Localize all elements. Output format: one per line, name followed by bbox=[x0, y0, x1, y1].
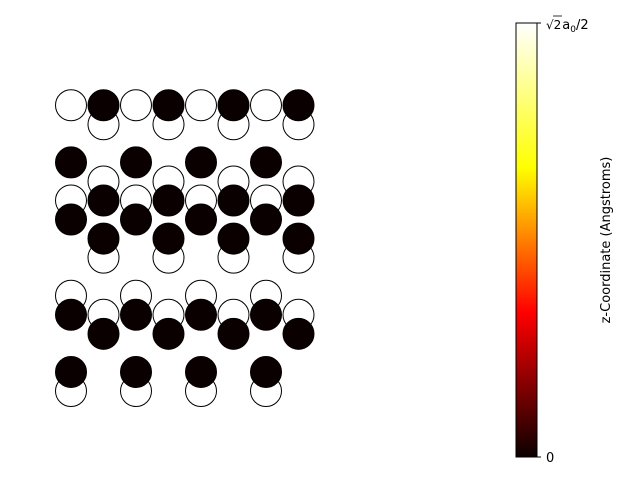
colorbar-max-sqrt: √2 bbox=[546, 18, 561, 32]
atom-bottom-layer-15 bbox=[250, 146, 282, 179]
atom-bottom-layer-11 bbox=[250, 203, 282, 236]
colorbar-max-a: a bbox=[562, 18, 570, 33]
atom-bottom-layer-29 bbox=[152, 89, 185, 122]
atom-bottom-layer-4 bbox=[55, 298, 87, 331]
atom-bottom-layer-27 bbox=[282, 184, 315, 217]
atom-bottom-layer-24 bbox=[87, 184, 120, 217]
atom-bottom-layer-10 bbox=[185, 203, 217, 236]
atom-bottom-layer-5 bbox=[120, 298, 152, 331]
atom-bottom-layer-22 bbox=[217, 222, 250, 255]
colorbar-min-label: 0 bbox=[546, 451, 554, 466]
atom-bottom-layer-28 bbox=[87, 89, 120, 122]
atom-markers bbox=[55, 89, 315, 407]
atom-top-layer-13 bbox=[120, 89, 152, 122]
atom-bottom-layer-1 bbox=[120, 355, 152, 388]
atom-bottom-layer-8 bbox=[55, 203, 87, 236]
colorbar: √2a0/2 0 z-Coordinate (Angstroms) bbox=[515, 15, 614, 466]
atom-bottom-layer-25 bbox=[152, 184, 185, 217]
atom-bottom-layer-7 bbox=[250, 298, 282, 331]
atom-bottom-layer-31 bbox=[282, 89, 315, 122]
atom-bottom-layer-6 bbox=[185, 298, 217, 331]
atom-bottom-layer-16 bbox=[87, 317, 120, 350]
atom-bottom-layer-19 bbox=[282, 317, 315, 350]
colorbar-max-label: √2a0/2 bbox=[546, 18, 589, 35]
atom-bottom-layer-18 bbox=[217, 317, 250, 350]
atom-bottom-layer-13 bbox=[120, 146, 152, 179]
atom-bottom-layer-12 bbox=[55, 146, 87, 179]
colorbar-max-suffix: /2 bbox=[576, 18, 589, 33]
atom-top-layer-15 bbox=[250, 89, 282, 122]
atom-bottom-layer-26 bbox=[217, 184, 250, 217]
atom-bottom-layer-3 bbox=[250, 355, 282, 388]
atom-bottom-layer-21 bbox=[152, 222, 185, 255]
atom-bottom-layer-20 bbox=[87, 222, 120, 255]
atom-bottom-layer-9 bbox=[120, 203, 152, 236]
atom-bottom-layer-0 bbox=[55, 355, 87, 388]
colorbar-gradient bbox=[515, 22, 538, 458]
atom-bottom-layer-23 bbox=[282, 222, 315, 255]
atom-bottom-layer-2 bbox=[185, 355, 217, 388]
atom-top-layer-14 bbox=[185, 89, 217, 122]
atom-bottom-layer-14 bbox=[185, 146, 217, 179]
atom-bottom-layer-30 bbox=[217, 89, 250, 122]
colorbar-axis-label: z-Coordinate (Angstroms) bbox=[599, 157, 614, 324]
colorbar-max-subscript: 0 bbox=[570, 25, 576, 35]
atom-top-layer-12 bbox=[55, 89, 87, 122]
atom-bottom-layer-17 bbox=[152, 317, 185, 350]
